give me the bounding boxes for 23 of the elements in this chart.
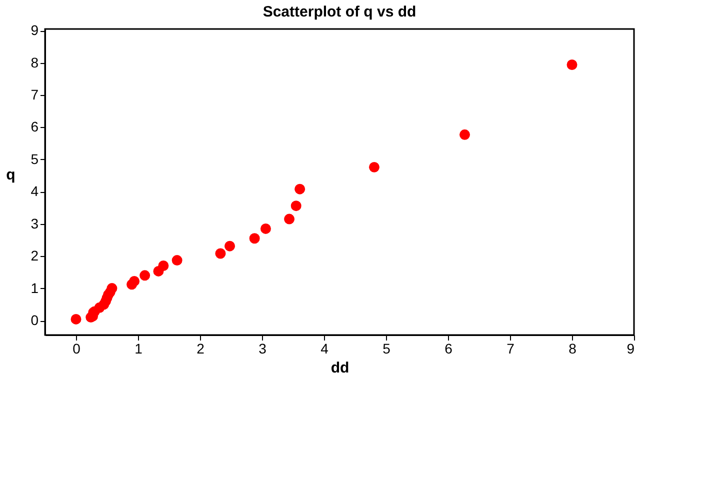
y-tick-label: 0 [30, 312, 39, 328]
x-tick-label: 7 [506, 340, 515, 356]
y-tick-label: 2 [30, 248, 39, 264]
y-tick-label: 5 [30, 150, 39, 167]
x-tick-label: 1 [134, 340, 143, 356]
y-tick-label: 4 [30, 183, 39, 200]
y-tick-label: 9 [30, 22, 39, 38]
x-tick-label: 6 [444, 340, 453, 356]
x-tick-label: 0 [72, 340, 81, 356]
y-tick-label: 1 [30, 280, 39, 296]
x-axis-title: dd [330, 360, 350, 376]
x-tick-label: 8 [568, 340, 577, 356]
x-tick-label: 9 [626, 340, 635, 356]
y-tick-label: 8 [30, 54, 39, 70]
y-axis-title: q [6, 166, 16, 184]
y-tick-label: 6 [30, 118, 39, 135]
x-tick-label: 2 [196, 340, 205, 356]
x-tick-label: 4 [320, 340, 329, 356]
y-tick-label: 7 [30, 86, 39, 103]
x-tick-label: 3 [258, 340, 267, 356]
y-tick-label: 3 [30, 215, 39, 232]
chart-title: Scatterplot of q vs dd [262, 4, 416, 21]
x-tick-label: 5 [382, 340, 391, 356]
